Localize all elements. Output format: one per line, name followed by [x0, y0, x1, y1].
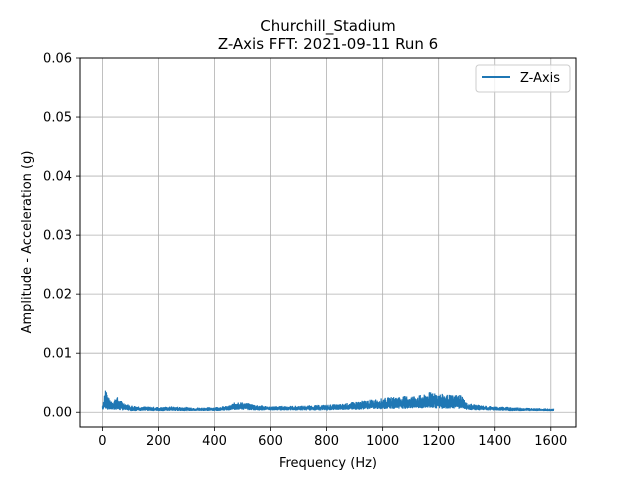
x-tick-label: 600: [258, 434, 283, 449]
x-tick-label: 400: [202, 434, 227, 449]
chart-subtitle: Z-Axis FFT: 2021-09-11 Run 6: [218, 35, 438, 53]
legend-box: [475, 64, 571, 93]
x-tick-label: 0: [98, 434, 106, 449]
y-tick-label: 0.02: [43, 288, 72, 303]
y-tick-label: 0.05: [43, 111, 72, 126]
series-layer: [101, 390, 555, 412]
y-tick-label: 0.00: [43, 406, 72, 421]
legend: Z-Axis: [475, 64, 571, 93]
x-tick-label: 200: [146, 434, 171, 449]
x-tick-label: 1200: [422, 434, 455, 449]
y-axis-label: Amplitude - Acceleration (g): [20, 151, 35, 334]
x-tick-label: 1000: [366, 434, 399, 449]
chart-title: Churchill_Stadium: [260, 17, 395, 36]
plot-area-frame: [79, 57, 577, 428]
x-tick-label: 800: [314, 434, 339, 449]
y-tick-label: 0.01: [43, 347, 72, 362]
grid-lines: [80, 57, 576, 427]
y-tick-label: 0.04: [43, 170, 72, 185]
series-line-z-axis: [101, 390, 555, 412]
x-axis-label: Frequency (Hz): [279, 456, 377, 471]
y-tick-label: 0.06: [43, 52, 72, 67]
axis-ticks: 0 200 400 600 800 1000 1200 1400 1600 0.00 0.01 0.0…: [43, 52, 567, 450]
x-tick-label: 1600: [534, 434, 567, 449]
y-tick-label: 0.03: [43, 229, 72, 244]
legend-label-z-axis: Z-Axis: [520, 71, 560, 86]
x-tick-label: 1400: [478, 434, 511, 449]
